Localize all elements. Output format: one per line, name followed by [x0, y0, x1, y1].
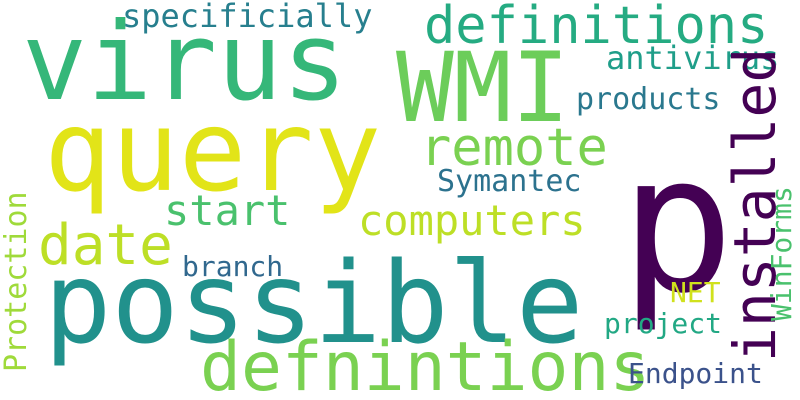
word-p: p [620, 114, 735, 335]
word-date: date [38, 213, 173, 278]
word-virus: virus [22, 0, 348, 125]
word-branch: branch [182, 250, 284, 283]
word-remote: remote [420, 118, 608, 178]
word-defnintions: defnintions [200, 328, 651, 400]
word-computers: computers [358, 196, 586, 245]
word-wmi: WMI [396, 32, 570, 144]
word-specificially: specificially [122, 0, 373, 35]
word-possible: possible [44, 239, 584, 369]
word-definitions: definitions [424, 0, 769, 56]
word-protection: Protection [0, 191, 34, 372]
word-endpoint: Endpoint [628, 357, 763, 390]
word-query: query [44, 87, 382, 217]
word-products: products [576, 82, 721, 117]
word-symantec: Symantec [437, 164, 582, 199]
word-project: project [604, 307, 723, 340]
word-net: NET [670, 276, 721, 309]
word-start: start [164, 186, 291, 235]
word-antivirus: antivirus [606, 39, 780, 77]
word-winforms: WinForms [765, 186, 798, 321]
